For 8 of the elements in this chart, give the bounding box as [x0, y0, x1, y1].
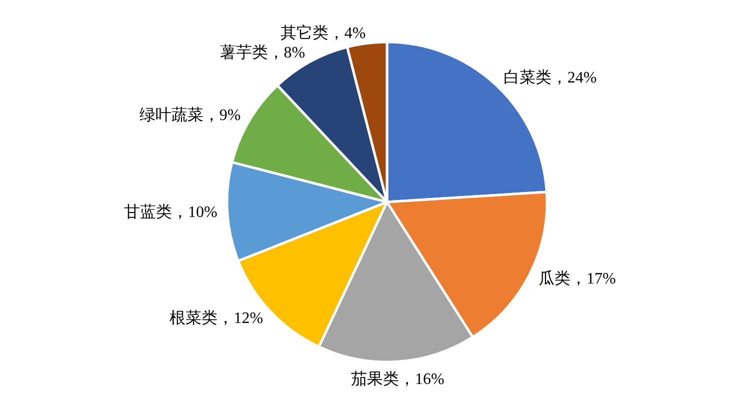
slice-label: 茄果类，16% [351, 370, 444, 388]
slice-label: 甘蓝类，10% [124, 203, 218, 222]
slice-label: 其它类，4% [280, 24, 366, 42]
slice-label: 绿叶蔬菜，9% [139, 106, 241, 124]
slice-label: 瓜类，17% [538, 270, 616, 288]
slice-label: 薯芋类，8% [220, 44, 306, 62]
slice-label: 根菜类，12% [170, 308, 264, 327]
slice-label: 白菜类，24% [503, 68, 597, 87]
